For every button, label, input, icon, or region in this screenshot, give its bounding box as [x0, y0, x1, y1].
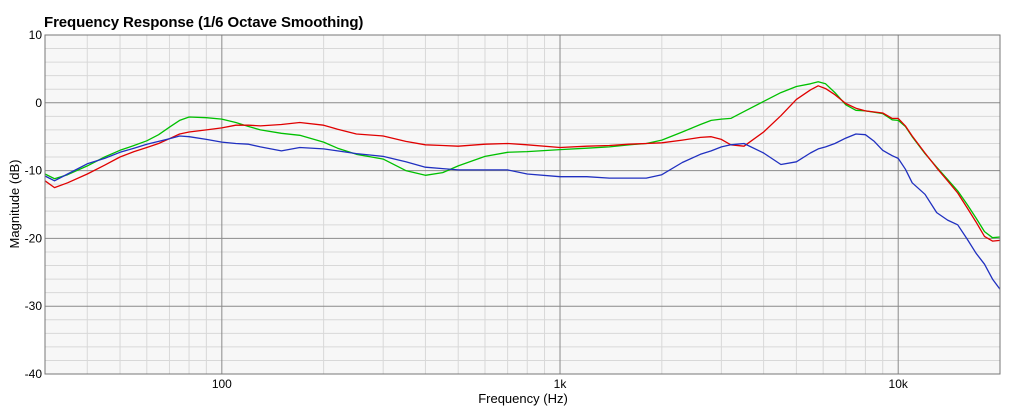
y-tick-label: -20 — [25, 231, 43, 245]
x-tick-labels: 100 1k 10k — [212, 377, 909, 391]
plot-border — [44, 34, 1001, 375]
x-tick-label: 100 — [212, 377, 232, 391]
minor-gridlines — [45, 35, 1000, 374]
series-line-3 — [44, 133, 1001, 290]
plot-background — [45, 35, 1000, 374]
x-tick-label: 1k — [554, 377, 568, 391]
plot-frame — [44, 34, 1001, 375]
series-line-2 — [44, 85, 1001, 242]
y-tick-label: -40 — [25, 367, 43, 381]
y-axis-label: Magnitude (dB) — [7, 160, 22, 249]
y-tick-label: -30 — [25, 299, 43, 313]
y-tick-label: -10 — [25, 164, 43, 178]
x-axis-label: Frequency (Hz) — [478, 391, 568, 406]
y-tick-labels: 10 0 -10 -20 -30 -40 — [25, 28, 43, 381]
y-tick-label: 0 — [35, 96, 42, 110]
series-layer — [44, 81, 1001, 290]
plot-area — [45, 35, 1000, 374]
chart-title: Frequency Response (1/6 Octave Smoothing… — [44, 14, 364, 31]
y-tick-label: 10 — [29, 28, 43, 42]
x-tick-label: 10k — [889, 377, 909, 391]
series-line-1 — [44, 81, 1001, 239]
